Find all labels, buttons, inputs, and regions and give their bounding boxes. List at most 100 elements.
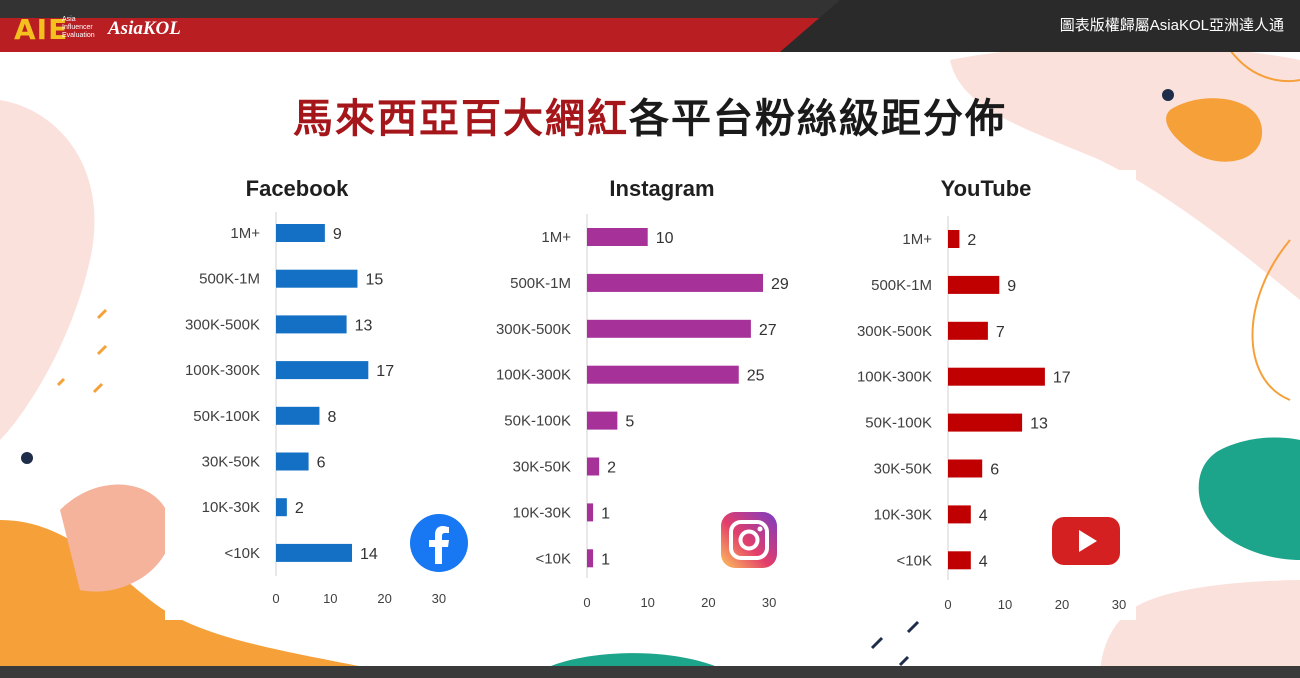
youtube-category-label: 30K-50K [874,461,932,478]
instagram-value-label: 2 [607,460,616,477]
facebook-category-label: 30K-50K [202,454,260,471]
facebook-bar [276,269,358,288]
instagram-bar [587,411,618,430]
brand-sub-line: Asia [62,16,76,23]
facebook-bar [276,452,309,471]
instagram-category-label: 500K-1M [510,275,571,292]
youtube-category-label: <10K [897,552,932,569]
instagram-category-label: 100K-300K [496,367,571,384]
instagram-value-label: 5 [625,414,634,431]
footer-bar [0,666,1300,678]
header-right-panel [780,0,1300,52]
youtube-bar [948,367,1045,386]
facebook-bar [276,224,325,242]
instagram-x-tick-label: 30 [762,595,776,610]
facebook-bar [276,498,287,517]
youtube-bar [948,230,960,248]
youtube-x-tick-label: 30 [1112,597,1126,612]
instagram-bar [587,457,600,476]
facebook-value-label: 14 [360,546,378,563]
title-rest: 各平台粉絲級距分佈 [629,95,1007,142]
youtube-bar [948,321,988,340]
youtube-category-label: 100K-300K [857,369,932,386]
instagram-value-label: 25 [747,368,765,385]
youtube-x-tick-label: 20 [1055,597,1069,612]
instagram-x-tick-label: 20 [701,595,715,610]
instagram-value-label: 29 [771,276,789,293]
page-title: 馬來西亞百大網紅各平台粉絲級距分佈 [0,86,1300,144]
instagram-value-label: 1 [601,505,610,522]
brand-subtitle: Asia Influencer Evaluation [62,16,95,40]
instagram-bar [587,365,739,384]
youtube-chart-title: YouTube [940,176,1032,201]
facebook-x-tick-label: 20 [377,591,391,606]
facebook-value-label: 8 [327,409,336,426]
facebook-value-label: 9 [333,226,342,243]
facebook-logo-icon [410,514,468,572]
facebook-category-label: 50K-100K [193,408,260,425]
facebook-category-label: 300K-500K [185,316,260,333]
instagram-logo-icon [721,512,777,568]
youtube-value-label: 7 [996,324,1005,341]
youtube-category-label: 500K-1M [871,277,932,294]
facebook-value-label: 17 [376,363,394,380]
facebook-x-tick-label: 0 [272,591,279,606]
youtube-category-label: 50K-100K [865,415,932,432]
youtube-bar [948,551,971,570]
facebook-category-label: <10K [225,545,260,562]
youtube-logo-icon [1052,517,1120,565]
asiakol-logo: AsiaKOL [108,18,181,39]
youtube-x-tick-label: 0 [944,597,951,612]
facebook-value-label: 6 [317,455,326,472]
youtube-x-tick-label: 10 [998,597,1012,612]
youtube-category-label: 1M+ [902,231,932,248]
facebook-category-label: 100K-300K [185,362,260,379]
facebook-value-label: 2 [295,500,304,517]
instagram-x-tick-label: 0 [583,595,590,610]
facebook-category-label: 1M+ [230,225,260,242]
facebook-bar [276,543,353,562]
youtube-category-label: 300K-500K [857,323,932,340]
instagram-value-label: 27 [759,322,777,339]
youtube-value-label: 13 [1030,416,1048,433]
youtube-bar [948,505,971,524]
youtube-category-label: 10K-30K [874,506,932,523]
youtube-bar [948,275,1000,294]
facebook-bar [276,361,369,380]
instagram-bar [587,273,764,292]
youtube-value-label: 6 [990,462,999,479]
facebook-chart-title: Facebook [245,176,349,201]
instagram-category-label: 300K-500K [496,321,571,338]
instagram-category-label: 10K-30K [513,504,571,521]
copyright-notice: 圖表版權歸屬AsiaKOL亞洲達人通 [1059,17,1284,34]
instagram-category-label: 1M+ [541,229,571,246]
instagram-value-label: 1 [601,551,610,568]
instagram-value-label: 10 [656,230,674,247]
instagram-chart-title: Instagram [609,176,715,201]
facebook-x-tick-label: 30 [432,591,446,606]
youtube-value-label: 4 [979,507,988,524]
instagram-bar [587,228,648,246]
facebook-bar [276,406,320,425]
facebook-value-label: 15 [365,272,383,289]
youtube-bar [948,413,1023,432]
instagram-bar [587,503,594,522]
instagram-bar [587,319,751,338]
facebook-category-label: 500K-1M [199,271,260,288]
facebook-value-label: 13 [355,317,373,334]
facebook-bar [276,315,347,334]
title-highlight: 馬來西亞百大網紅 [293,95,629,142]
instagram-category-label: <10K [536,550,571,567]
facebook-category-label: 10K-30K [202,499,260,516]
youtube-value-label: 4 [979,553,988,570]
youtube-value-label: 2 [967,232,976,249]
brand-sub-line: Evaluation [62,32,95,39]
instagram-category-label: 30K-50K [513,459,571,476]
instagram-x-tick-label: 10 [640,595,654,610]
youtube-bar [948,459,983,478]
youtube-value-label: 17 [1053,370,1071,387]
youtube-value-label: 9 [1007,278,1016,295]
facebook-x-tick-label: 10 [323,591,337,606]
brand-logo: AIE [14,13,69,46]
